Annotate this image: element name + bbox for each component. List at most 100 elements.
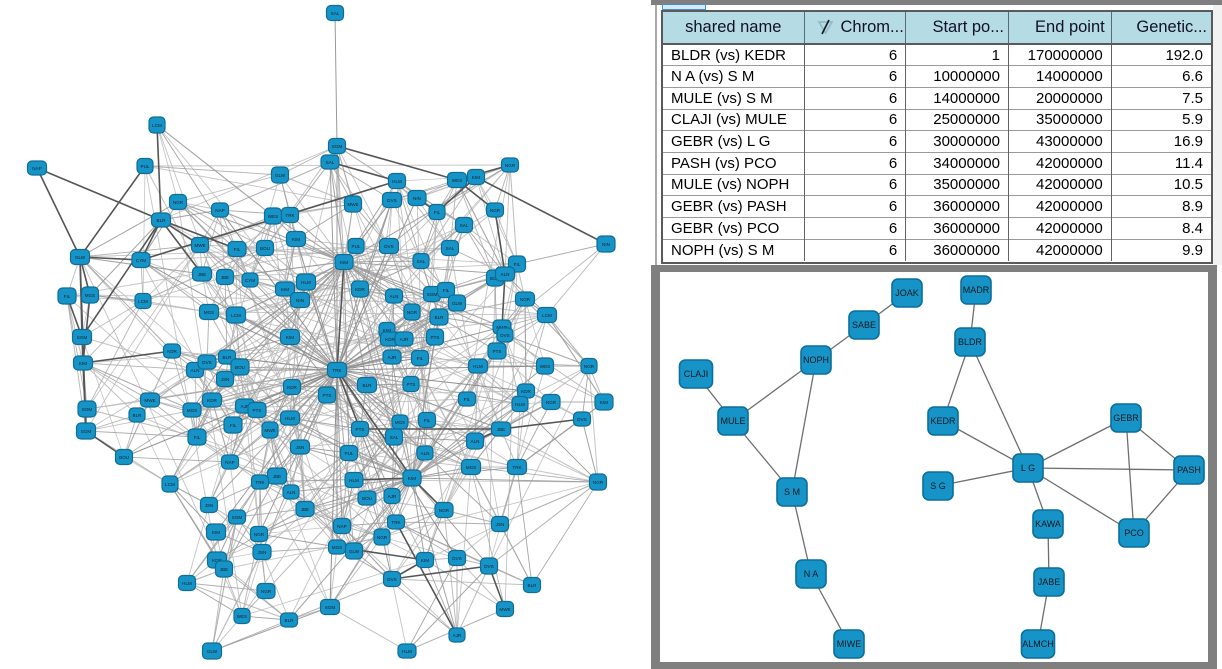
svg-text:HLM: HLM	[392, 179, 402, 184]
svg-text:GLW: GLW	[349, 549, 360, 554]
svg-text:WES: WES	[237, 614, 247, 619]
svg-text:MGS: MGS	[204, 310, 214, 315]
svg-text:MWE: MWE	[496, 325, 507, 330]
svg-text:PTS: PTS	[407, 382, 416, 387]
svg-text:NIN: NIN	[413, 196, 421, 201]
svg-text:NGR: NGR	[173, 200, 184, 205]
svg-text:ALN: ALN	[501, 272, 510, 277]
svg-text:JBE: JBE	[221, 275, 229, 280]
svg-text:FIL: FIL	[230, 423, 237, 428]
svg-text:SAL: SAL	[417, 259, 426, 264]
svg-text:SGM: SGM	[82, 407, 93, 412]
svg-text:KDR: KDR	[287, 385, 297, 390]
svg-text:MULE: MULE	[720, 416, 745, 426]
svg-text:SAL: SAL	[331, 11, 340, 16]
svg-text:NGR: NGR	[439, 508, 450, 513]
svg-text:BLDR: BLDR	[958, 337, 983, 347]
svg-text:LCM: LCM	[165, 482, 175, 487]
svg-text:JSN: JSN	[221, 377, 230, 382]
svg-text:KIM: KIM	[281, 287, 289, 292]
svg-text:MIWE: MIWE	[837, 639, 862, 649]
svg-text:DVS: DVS	[577, 417, 586, 422]
svg-text:JABE: JABE	[1038, 577, 1061, 587]
svg-text:KEDR: KEDR	[930, 416, 956, 426]
svg-text:KIM: KIM	[383, 328, 391, 333]
svg-text:WES: WES	[452, 178, 462, 183]
svg-text:KIM: KIM	[600, 400, 608, 405]
svg-text:HLM: HLM	[301, 280, 311, 285]
svg-text:MWE: MWE	[499, 607, 510, 612]
svg-text:MGS: MGS	[187, 408, 197, 413]
svg-text:PUL: PUL	[345, 451, 354, 456]
svg-text:GLW: GLW	[75, 255, 86, 260]
svg-text:TRK: TRK	[332, 368, 342, 373]
svg-text:KIM: KIM	[408, 476, 416, 481]
svg-text:NGR: NGR	[261, 589, 272, 594]
svg-text:MGS: MGS	[85, 293, 95, 298]
svg-text:FIL: FIL	[64, 294, 71, 299]
svg-text:MWE: MWE	[347, 202, 358, 207]
svg-text:MGS: MGS	[466, 465, 476, 470]
svg-text:FIL: FIL	[514, 262, 521, 267]
svg-text:PUL: PUL	[352, 244, 361, 249]
svg-text:FIL: FIL	[464, 397, 471, 402]
svg-text:NAP: NAP	[215, 208, 224, 213]
svg-text:BOU: BOU	[235, 365, 245, 370]
svg-text:GLW: GLW	[275, 173, 286, 178]
svg-text:ALN: ALN	[287, 490, 296, 495]
svg-text:AJR: AJR	[388, 494, 397, 499]
svg-text:FIL: FIL	[443, 288, 450, 293]
svg-text:FIL: FIL	[194, 435, 201, 440]
svg-text:SGM: SGM	[232, 515, 243, 520]
svg-text:N A: N A	[804, 569, 819, 579]
svg-text:ALN: ALN	[191, 368, 200, 373]
svg-text:HLM: HLM	[182, 581, 192, 586]
svg-text:FIL: FIL	[234, 247, 241, 252]
svg-text:SGM: SGM	[77, 335, 88, 340]
svg-text:FIL: FIL	[434, 210, 441, 215]
svg-text:NGR: NGR	[520, 297, 531, 302]
svg-text:KIM: KIM	[79, 361, 87, 366]
svg-text:NIN: NIN	[602, 242, 610, 247]
svg-text:NAP: NAP	[32, 166, 41, 171]
svg-text:SGM: SGM	[427, 292, 438, 297]
svg-text:JBE: JBE	[220, 567, 228, 572]
svg-text:KDR: KDR	[212, 558, 222, 563]
svg-text:PTS: PTS	[431, 335, 440, 340]
svg-text:ALN: ALN	[421, 451, 430, 456]
svg-text:MWE: MWE	[144, 398, 155, 403]
svg-text:SAL: SAL	[390, 435, 399, 440]
svg-text:NIN: NIN	[296, 298, 304, 303]
svg-text:KIM: KIM	[421, 558, 429, 563]
svg-text:DVS: DVS	[387, 577, 396, 582]
svg-text:TRK: TRK	[512, 465, 522, 470]
svg-text:KDR: KDR	[385, 337, 395, 342]
svg-text:BLR: BLR	[528, 583, 538, 588]
svg-text:MGS: MGS	[332, 545, 342, 550]
svg-text:SAL: SAL	[446, 246, 455, 251]
svg-text:WES: WES	[268, 214, 278, 219]
svg-text:FIL: FIL	[424, 418, 431, 423]
svg-text:DVS: DVS	[500, 333, 509, 338]
svg-text:TRK: TRK	[391, 520, 401, 525]
svg-text:GLW: GLW	[452, 301, 463, 306]
svg-text:BOU: BOU	[119, 455, 129, 460]
svg-text:BOU: BOU	[362, 496, 372, 501]
svg-text:S M: S M	[784, 487, 800, 497]
svg-text:KDR: KDR	[167, 349, 177, 354]
svg-text:NAP: NAP	[337, 524, 346, 529]
svg-text:BLR: BLR	[157, 218, 167, 223]
svg-text:GLW: GLW	[207, 649, 218, 654]
svg-text:KIM: KIM	[340, 260, 348, 265]
svg-text:KDR: KDR	[355, 287, 365, 292]
svg-text:PTS: PTS	[356, 427, 365, 432]
svg-text:MWE: MWE	[194, 243, 205, 248]
svg-text:AJR: AJR	[400, 337, 409, 342]
svg-text:KAWA: KAWA	[1035, 519, 1061, 529]
svg-text:KDR: KDR	[521, 389, 531, 394]
svg-text:MADR: MADR	[963, 285, 990, 295]
svg-text:NGR: NGR	[593, 480, 604, 485]
svg-text:HLM: HLM	[349, 478, 359, 483]
svg-text:JBE: JBE	[497, 427, 505, 432]
svg-text:SABE: SABE	[852, 320, 876, 330]
